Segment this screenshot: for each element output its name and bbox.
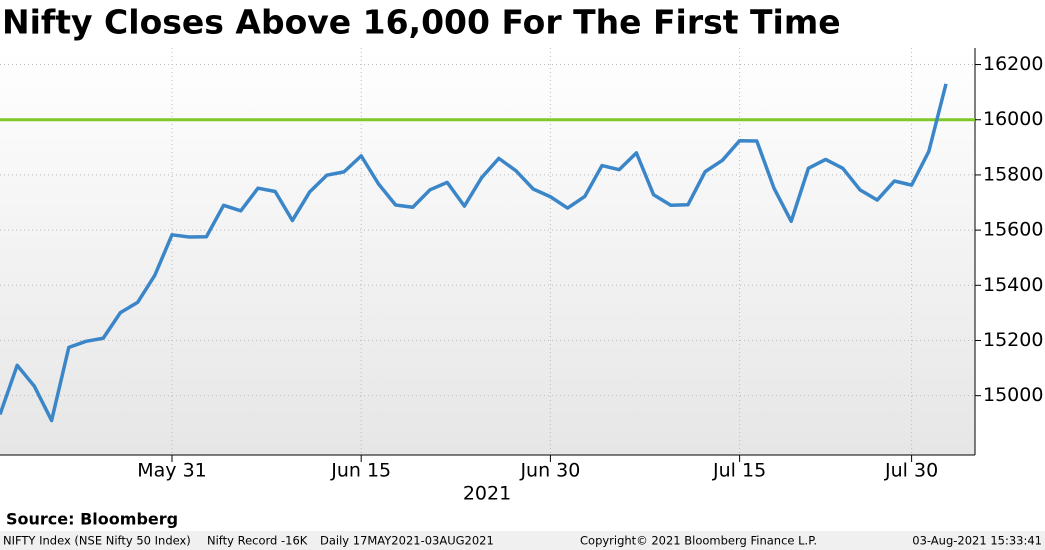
y-tick-label: 15800 xyxy=(983,163,1043,185)
legend-reference: Nifty Record -16K xyxy=(207,534,308,548)
source: Source: Bloomberg xyxy=(6,510,178,529)
y-tick-label: 15200 xyxy=(983,329,1043,351)
footer-timestamp: 03-Aug-2021 15:33:41 xyxy=(912,534,1042,548)
y-tick-label: 16000 xyxy=(983,108,1043,130)
x-axis-label: 2021 xyxy=(463,483,511,505)
footer-legend: NIFTY Index (NSE Nifty 50 Index) Nifty R… xyxy=(3,534,494,548)
chart-title: Nifty Closes Above 16,000 For The First … xyxy=(2,3,841,42)
footer-copyright: Copyright© 2021 Bloomberg Finance L.P. xyxy=(580,534,817,548)
y-tick-label: 15400 xyxy=(983,274,1043,296)
x-tick-label: Jun 15 xyxy=(330,460,391,482)
footer-range: Daily 17MAY2021-03AUG2021 xyxy=(320,534,494,548)
x-tick-label: Jul 30 xyxy=(884,460,938,482)
x-tick-label: Jul 15 xyxy=(712,460,766,482)
series-line xyxy=(0,83,948,423)
y-tick-label: 15000 xyxy=(983,384,1043,406)
x-tick-label: May 31 xyxy=(137,460,207,482)
footer-bar xyxy=(0,531,1045,550)
x-tick-label: Jun 30 xyxy=(519,460,580,482)
legend-series: NIFTY Index (NSE Nifty 50 Index) xyxy=(3,534,191,548)
y-tick-label: 16200 xyxy=(983,53,1043,75)
y-tick-label: 15600 xyxy=(983,219,1043,241)
plot-background xyxy=(0,48,975,455)
